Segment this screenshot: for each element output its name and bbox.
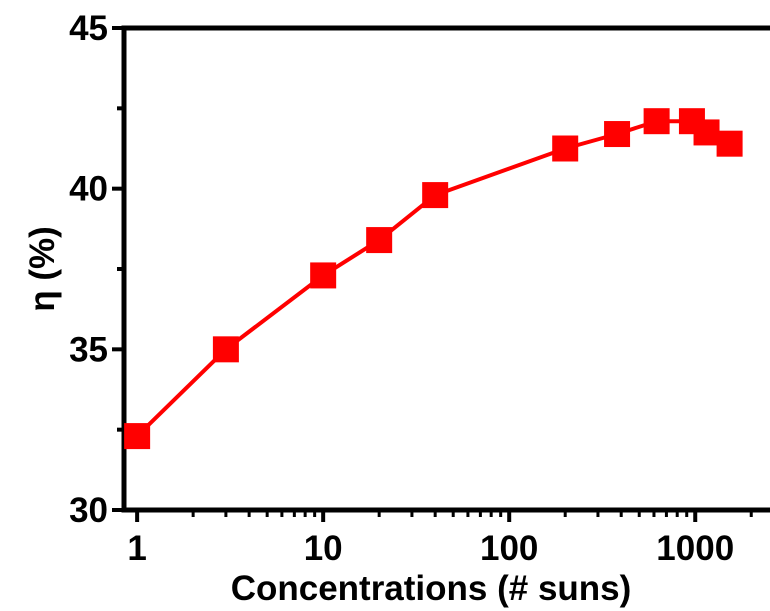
y-tick-label: 40 bbox=[69, 170, 108, 209]
data-point bbox=[310, 262, 337, 289]
y-axis-title: η (%) bbox=[23, 226, 62, 312]
data-point bbox=[643, 108, 670, 135]
x-tick-label: 1 bbox=[127, 529, 146, 568]
y-tick-label: 45 bbox=[69, 9, 108, 48]
y-tick-label: 35 bbox=[69, 330, 108, 369]
x-tick-label: 1000 bbox=[656, 529, 734, 568]
x-tick-label: 100 bbox=[480, 529, 538, 568]
x-tick-label: 10 bbox=[304, 529, 343, 568]
plot-frame bbox=[121, 25, 770, 513]
data-point bbox=[124, 423, 151, 450]
data-point bbox=[366, 227, 393, 254]
series-line bbox=[135, 119, 731, 438]
x-axis: 1 10 100 1000 bbox=[127, 510, 753, 568]
x-axis-title: Concentrations (# suns) bbox=[231, 569, 632, 608]
data-point bbox=[693, 119, 720, 146]
data-point bbox=[552, 135, 579, 162]
data-point bbox=[212, 336, 239, 363]
data-point bbox=[604, 121, 631, 148]
data-point bbox=[716, 130, 743, 157]
data-point bbox=[422, 182, 449, 209]
y-axis: 30 35 40 45 bbox=[69, 9, 124, 530]
series bbox=[124, 108, 743, 450]
y-tick-label: 30 bbox=[69, 491, 108, 530]
